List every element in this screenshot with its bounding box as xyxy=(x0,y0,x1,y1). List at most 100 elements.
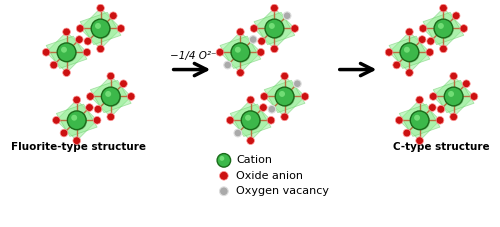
Polygon shape xyxy=(46,36,87,68)
Circle shape xyxy=(68,111,86,130)
Polygon shape xyxy=(80,12,121,45)
Circle shape xyxy=(226,116,234,124)
Circle shape xyxy=(268,105,276,113)
Circle shape xyxy=(281,72,288,80)
Circle shape xyxy=(92,20,111,39)
Circle shape xyxy=(450,72,458,80)
Circle shape xyxy=(96,4,104,12)
Circle shape xyxy=(84,37,92,45)
Circle shape xyxy=(419,25,427,32)
Circle shape xyxy=(437,105,444,113)
Polygon shape xyxy=(56,100,97,141)
Circle shape xyxy=(435,20,454,39)
Polygon shape xyxy=(433,80,474,113)
Circle shape xyxy=(220,156,224,161)
Circle shape xyxy=(406,28,413,36)
Circle shape xyxy=(102,88,121,107)
Circle shape xyxy=(281,113,288,121)
Circle shape xyxy=(301,93,309,100)
Circle shape xyxy=(73,96,80,104)
Polygon shape xyxy=(230,104,271,136)
Circle shape xyxy=(450,113,458,121)
Circle shape xyxy=(284,12,291,20)
Polygon shape xyxy=(80,8,121,49)
Circle shape xyxy=(460,25,468,32)
Circle shape xyxy=(291,25,298,32)
Circle shape xyxy=(428,104,436,111)
Circle shape xyxy=(260,104,267,111)
Circle shape xyxy=(258,37,266,45)
Polygon shape xyxy=(423,12,464,45)
Circle shape xyxy=(410,111,429,130)
Circle shape xyxy=(269,23,275,29)
Circle shape xyxy=(94,116,101,124)
Circle shape xyxy=(445,88,464,107)
Polygon shape xyxy=(220,36,261,68)
Circle shape xyxy=(236,69,244,76)
Circle shape xyxy=(86,93,94,100)
Circle shape xyxy=(396,116,403,124)
Circle shape xyxy=(418,36,426,43)
Circle shape xyxy=(231,43,250,62)
Circle shape xyxy=(234,129,241,137)
Circle shape xyxy=(236,28,244,36)
Circle shape xyxy=(96,45,104,53)
Polygon shape xyxy=(389,36,430,68)
Polygon shape xyxy=(389,32,430,73)
Polygon shape xyxy=(399,104,440,136)
Circle shape xyxy=(128,93,135,100)
Polygon shape xyxy=(264,80,305,113)
Circle shape xyxy=(107,72,114,80)
Circle shape xyxy=(267,116,275,124)
Circle shape xyxy=(247,137,254,145)
Circle shape xyxy=(110,12,117,20)
Circle shape xyxy=(436,116,444,124)
Circle shape xyxy=(105,91,111,97)
Circle shape xyxy=(102,87,120,106)
Polygon shape xyxy=(56,104,97,136)
Polygon shape xyxy=(230,100,271,141)
Circle shape xyxy=(257,48,264,56)
Circle shape xyxy=(91,19,110,38)
Circle shape xyxy=(52,116,60,124)
Circle shape xyxy=(117,25,125,32)
Circle shape xyxy=(276,88,295,107)
Circle shape xyxy=(270,45,278,53)
Circle shape xyxy=(242,112,261,131)
Circle shape xyxy=(216,48,224,56)
Circle shape xyxy=(448,91,454,97)
Circle shape xyxy=(58,44,77,63)
Text: Oxide anion: Oxide anion xyxy=(236,171,304,181)
Circle shape xyxy=(426,48,434,56)
Circle shape xyxy=(416,96,424,104)
Circle shape xyxy=(61,47,67,53)
Circle shape xyxy=(414,115,420,121)
Circle shape xyxy=(217,154,230,167)
Circle shape xyxy=(430,93,437,100)
Circle shape xyxy=(245,115,251,121)
Text: Fluorite-type structure: Fluorite-type structure xyxy=(12,142,146,152)
Circle shape xyxy=(42,48,50,56)
Polygon shape xyxy=(254,8,295,49)
Circle shape xyxy=(470,93,478,100)
Circle shape xyxy=(385,48,393,56)
Circle shape xyxy=(57,43,76,62)
Polygon shape xyxy=(90,76,131,117)
Circle shape xyxy=(86,104,94,111)
Circle shape xyxy=(270,4,278,12)
Circle shape xyxy=(266,20,284,39)
Circle shape xyxy=(404,47,410,53)
Circle shape xyxy=(120,80,128,88)
Polygon shape xyxy=(399,100,440,141)
Circle shape xyxy=(393,61,400,69)
Circle shape xyxy=(95,23,101,29)
Circle shape xyxy=(452,12,460,20)
Circle shape xyxy=(462,80,470,88)
Polygon shape xyxy=(254,12,295,45)
Circle shape xyxy=(416,137,424,145)
Circle shape xyxy=(294,80,301,88)
Circle shape xyxy=(440,4,448,12)
Circle shape xyxy=(73,137,80,145)
Circle shape xyxy=(411,112,430,131)
Circle shape xyxy=(235,47,241,53)
